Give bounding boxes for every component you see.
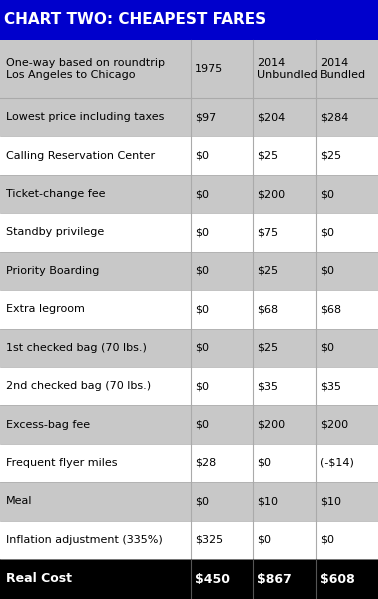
Text: $200: $200: [257, 419, 285, 429]
Text: $0: $0: [195, 228, 209, 237]
Text: $200: $200: [320, 419, 348, 429]
Text: $35: $35: [320, 381, 341, 391]
Text: CHART TWO: CHEAPEST FARES: CHART TWO: CHEAPEST FARES: [4, 13, 266, 28]
Text: Lowest price including taxes: Lowest price including taxes: [6, 112, 164, 122]
Bar: [0, 0, 378, 40]
Bar: [0, 290, 378, 328]
Text: $0: $0: [195, 419, 209, 429]
Text: $0: $0: [257, 535, 271, 545]
Text: $867: $867: [257, 573, 292, 585]
Text: Real Cost: Real Cost: [6, 573, 72, 585]
Text: $0: $0: [320, 228, 334, 237]
Text: $68: $68: [257, 304, 278, 314]
Text: 2014
Bundled: 2014 Bundled: [320, 58, 366, 80]
Bar: [0, 137, 378, 175]
Text: 2014
Unbundled: 2014 Unbundled: [257, 58, 318, 80]
Bar: [0, 406, 378, 444]
Text: Standby privilege: Standby privilege: [6, 228, 104, 237]
Text: $68: $68: [320, 304, 341, 314]
Bar: [0, 328, 378, 367]
Text: $25: $25: [320, 150, 341, 161]
Text: $0: $0: [320, 266, 334, 276]
Text: Extra legroom: Extra legroom: [6, 304, 85, 314]
Text: $0: $0: [320, 343, 334, 353]
Text: $200: $200: [257, 189, 285, 199]
Text: $0: $0: [195, 189, 209, 199]
Bar: [0, 559, 378, 599]
Text: Excess-bag fee: Excess-bag fee: [6, 419, 90, 429]
Text: $0: $0: [320, 535, 334, 545]
Bar: [0, 252, 378, 290]
Text: Inflation adjustment (335%): Inflation adjustment (335%): [6, 535, 163, 545]
Text: $0: $0: [195, 304, 209, 314]
Bar: [0, 98, 378, 137]
Text: $325: $325: [195, 535, 223, 545]
Text: $0: $0: [320, 189, 334, 199]
Text: $25: $25: [257, 266, 278, 276]
Text: $10: $10: [320, 497, 341, 506]
Bar: [0, 482, 378, 521]
Text: $204: $204: [257, 112, 285, 122]
Bar: [0, 521, 378, 559]
Text: Calling Reservation Center: Calling Reservation Center: [6, 150, 155, 161]
Text: $28: $28: [195, 458, 216, 468]
Text: Frequent flyer miles: Frequent flyer miles: [6, 458, 118, 468]
Text: $0: $0: [195, 343, 209, 353]
Text: $10: $10: [257, 497, 278, 506]
Text: $608: $608: [320, 573, 355, 585]
Text: $97: $97: [195, 112, 216, 122]
Text: $284: $284: [320, 112, 348, 122]
Text: $35: $35: [257, 381, 278, 391]
Text: $450: $450: [195, 573, 230, 585]
Bar: [0, 367, 378, 406]
Text: $0: $0: [195, 497, 209, 506]
Text: Ticket-change fee: Ticket-change fee: [6, 189, 105, 199]
Text: 2nd checked bag (70 lbs.): 2nd checked bag (70 lbs.): [6, 381, 151, 391]
Text: $25: $25: [257, 150, 278, 161]
Text: $0: $0: [257, 458, 271, 468]
Bar: [0, 444, 378, 482]
Bar: [0, 213, 378, 252]
Text: Meal: Meal: [6, 497, 33, 506]
Text: $0: $0: [195, 381, 209, 391]
Text: $75: $75: [257, 228, 278, 237]
Text: 1st checked bag (70 lbs.): 1st checked bag (70 lbs.): [6, 343, 147, 353]
Bar: [0, 175, 378, 213]
Text: (-$14): (-$14): [320, 458, 353, 468]
Text: Priority Boarding: Priority Boarding: [6, 266, 99, 276]
Text: $0: $0: [195, 150, 209, 161]
Text: $0: $0: [195, 266, 209, 276]
Text: 1975: 1975: [195, 64, 223, 74]
Text: One-way based on roundtrip
Los Angeles to Chicago: One-way based on roundtrip Los Angeles t…: [6, 58, 165, 80]
Text: $25: $25: [257, 343, 278, 353]
Bar: [0, 40, 378, 98]
